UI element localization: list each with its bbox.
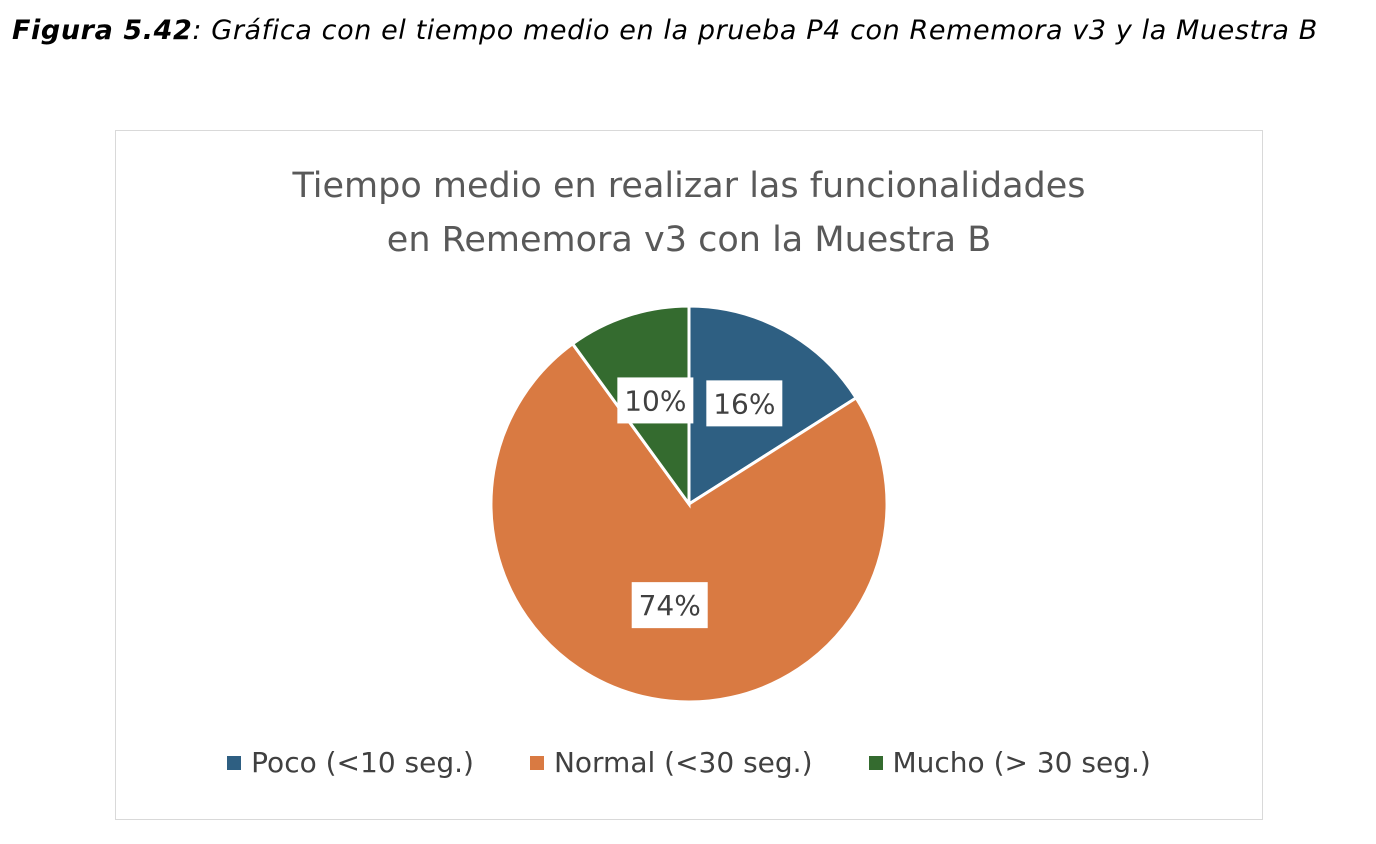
data-label-box-2: [631, 582, 708, 629]
legend-item-2: Normal (<30 seg.): [529, 746, 813, 779]
data-label-box-1: [706, 380, 783, 427]
data-label-text-3: 10%: [624, 384, 686, 417]
figure-caption-text: Gráfica con el tiempo medio en la prueba…: [202, 15, 1318, 46]
legend-item-3: Mucho (> 30 seg.): [868, 746, 1151, 779]
legend-label-3: Mucho (> 30 seg.): [892, 746, 1151, 779]
data-label-2: 74%: [631, 582, 708, 629]
legend-label-2: Normal (<30 seg.): [553, 746, 813, 779]
chart-title-line-1: Tiempo medio en realizar las funcionalid…: [292, 166, 1086, 206]
pie-chart: 16% 74% 10%: [489, 304, 889, 704]
legend-label-1: Poco (<10 seg.): [251, 746, 474, 779]
pie-slice-2: [489, 341, 889, 704]
chart-title: Tiempo medio en realizar las funcionalid…: [116, 159, 1262, 267]
data-label-3: 10%: [617, 377, 694, 424]
chart-title-line-2: en Rememora v3 con la Muestra B: [386, 220, 992, 260]
chart-legend: Poco (<10 seg.) Normal (<30 seg.) Mucho (>…: [116, 746, 1262, 779]
legend-swatch-1: [227, 755, 242, 770]
figure-caption-separator: :: [192, 15, 203, 46]
data-label-text-2: 74%: [639, 589, 701, 622]
legend-swatch-3: [868, 755, 883, 770]
figure-label: Figura 5.42: [12, 15, 193, 46]
figure-caption: Figura 5.42: Gráfica con el tiempo medio…: [12, 8, 1372, 54]
data-label-1: 16%: [706, 380, 783, 427]
data-label-box-3: [617, 377, 694, 424]
chart-area: Tiempo medio en realizar las funcionalid…: [115, 130, 1263, 820]
data-label-text-1: 16%: [713, 387, 775, 420]
legend-swatch-2: [529, 755, 544, 770]
legend-item-1: Poco (<10 seg.): [227, 746, 474, 779]
